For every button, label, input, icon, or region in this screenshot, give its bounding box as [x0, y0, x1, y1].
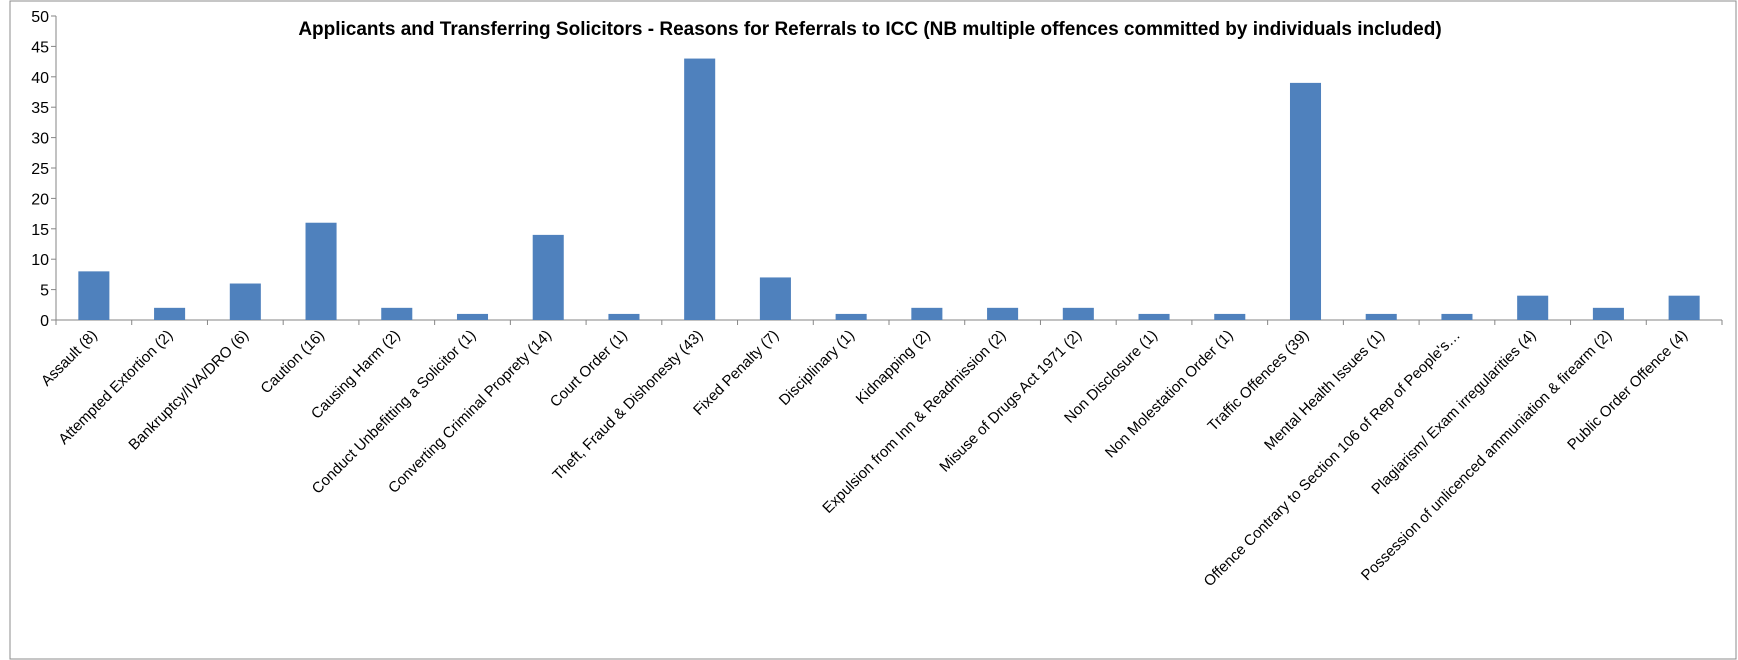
- x-tick-label: Assault (8): [38, 327, 101, 390]
- bar: [1668, 295, 1700, 320]
- y-tick-label: 10: [31, 252, 49, 269]
- bar: [608, 313, 640, 320]
- bar: [154, 307, 186, 320]
- bar: [1289, 82, 1322, 320]
- chart-title: Applicants and Transferring Solicitors -…: [298, 19, 1441, 40]
- y-tick-label: 50: [31, 9, 49, 26]
- bar: [684, 58, 716, 321]
- x-tick-label: Possession of unlicenced ammuniation & f…: [1358, 327, 1615, 584]
- bar: [1214, 313, 1246, 320]
- x-tick-label: Conduct Unbefitting a Solicitor (1): [309, 327, 480, 498]
- y-tick-label: 25: [31, 161, 49, 178]
- x-tick-label: Disciplinary (1): [776, 327, 858, 409]
- x-tick-label: Theft, Fraud & Dishonesty (43): [549, 327, 706, 484]
- x-tick-label: Caution (16): [257, 327, 327, 397]
- bar: [1062, 307, 1094, 320]
- y-tick-label: 45: [31, 39, 49, 56]
- y-tick-label: 15: [31, 222, 49, 239]
- y-tick-label: 35: [31, 100, 49, 117]
- bar: [305, 222, 337, 320]
- y-tick-label: 30: [31, 131, 49, 148]
- bar: [532, 234, 564, 320]
- y-tick-labels: 0 5 10 15 20 25 30 35 40 45 50: [31, 9, 49, 330]
- bar: [1365, 313, 1397, 320]
- axes: [9, 0, 1737, 660]
- bar: [1441, 313, 1473, 320]
- x-tick-label: Converting Criminal Proprety (14): [385, 327, 555, 497]
- bar: [381, 307, 413, 320]
- y-tick-label: 40: [31, 70, 49, 87]
- chart-frame: [9, 0, 1737, 660]
- bar: [1517, 295, 1549, 320]
- bars: [78, 58, 1700, 321]
- bar: [835, 313, 867, 320]
- x-tick-label: Court Order (1): [547, 327, 631, 411]
- bar: [1592, 307, 1624, 320]
- y-tick-label: 5: [40, 283, 49, 300]
- bar: [987, 307, 1019, 320]
- bar: [78, 271, 110, 320]
- bar: [911, 307, 943, 320]
- bar: [1138, 313, 1170, 320]
- x-tick-label: Plagiarism/ Exam irregularities (4): [1368, 327, 1539, 498]
- bar: [229, 283, 261, 320]
- x-tick-label: Kidnapping (2): [853, 327, 934, 408]
- x-tick-label: Non Molestation Order (1): [1102, 327, 1237, 462]
- y-tick-label: 0: [40, 313, 49, 330]
- x-tick-labels: Assault (8)Attempted Extortion (2)Bankru…: [38, 327, 1691, 590]
- bar: [456, 313, 489, 320]
- y-tick-label: 20: [31, 191, 49, 208]
- bar: [759, 277, 791, 320]
- x-tick-label: Offence Contrary to Section 106 of Rep o…: [1201, 327, 1464, 590]
- x-tick-label: Misuse of Drugs Act 1971 (2): [936, 327, 1085, 476]
